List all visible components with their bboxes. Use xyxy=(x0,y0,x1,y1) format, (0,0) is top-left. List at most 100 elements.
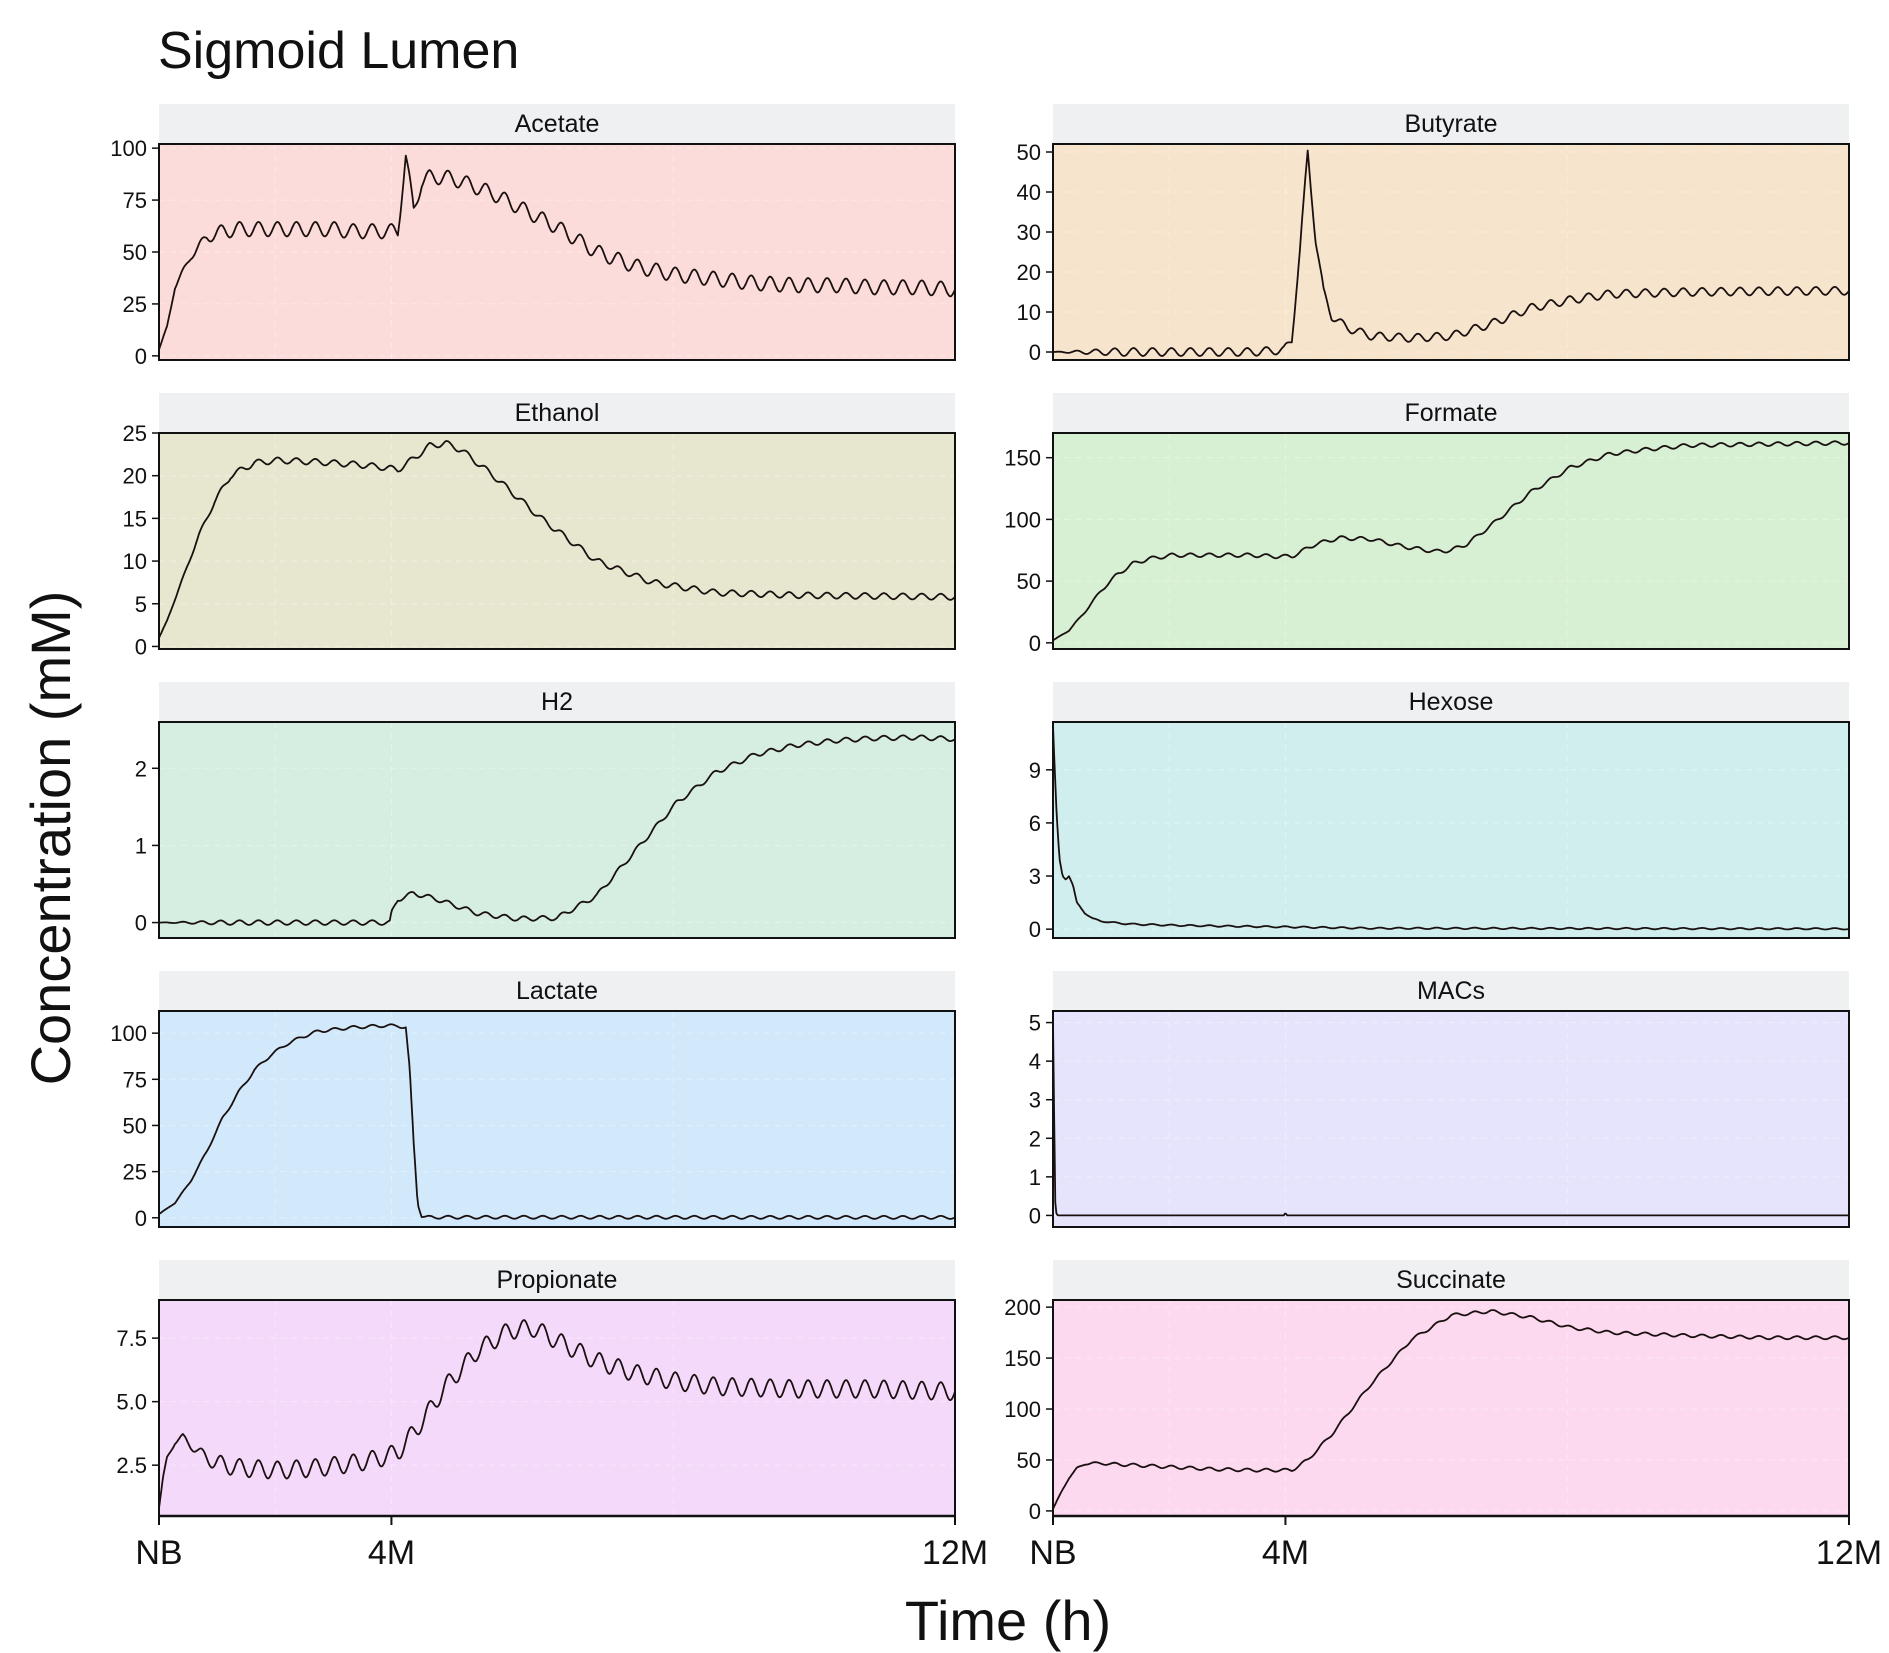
y-tick-label-lactate: 25 xyxy=(123,1160,147,1185)
y-tick-label-butyrate: 0 xyxy=(1029,340,1041,365)
panel-hexose: Hexose 0 3 6 9 xyxy=(1029,682,1850,942)
panel-macs: MACs 0 1 2 3 4 5 xyxy=(1029,971,1850,1228)
y-tick-label-hexose: 3 xyxy=(1029,864,1041,889)
panel-title-formate: Formate xyxy=(1404,399,1497,427)
y-tick-label-succinate: 100 xyxy=(1004,1397,1041,1422)
y-tick-label-ethanol: 20 xyxy=(123,464,147,489)
panel-title-lactate: Lactate xyxy=(516,977,598,1005)
series-line-h2 xyxy=(159,734,956,926)
panel-title-hexose: Hexose xyxy=(1409,688,1494,716)
strip-header-succinate xyxy=(1053,1260,1849,1299)
panel-butyrate: Butyrate 0 10 20 30 40 50 xyxy=(1017,104,1850,365)
panel-border-macs xyxy=(1052,1010,1850,1228)
panel-border-h2 xyxy=(158,721,956,939)
plot-area-h2 xyxy=(159,722,955,938)
panel-formate: Formate 0 50 100 150 xyxy=(1004,393,1850,656)
x-tick-label: 4M xyxy=(1262,1534,1309,1572)
y-tick-label-lactate: 75 xyxy=(123,1067,147,1092)
y-tick-label-succinate: 200 xyxy=(1004,1295,1041,1320)
y-tick-label-acetate: 50 xyxy=(123,240,147,265)
panel-border-formate xyxy=(1052,432,1850,650)
y-tick-label-butyrate: 30 xyxy=(1017,220,1041,245)
plot-area-ethanol xyxy=(159,433,955,649)
panel-ethanol: Ethanol 0 5 10 15 20 25 xyxy=(123,393,956,659)
y-tick-label-acetate: 25 xyxy=(123,292,147,317)
y-tick-label-butyrate: 20 xyxy=(1017,260,1041,285)
y-tick-label-ethanol: 5 xyxy=(135,592,147,617)
plot-area-lactate xyxy=(159,1011,955,1227)
panel-border-acetate xyxy=(158,143,956,361)
y-tick-label-h2: 2 xyxy=(135,756,147,781)
y-tick-label-macs: 0 xyxy=(1029,1203,1041,1228)
panel-title-propionate: Propionate xyxy=(497,1266,618,1294)
y-tick-label-butyrate: 40 xyxy=(1017,180,1041,205)
y-tick-label-lactate: 50 xyxy=(123,1113,147,1138)
y-tick-label-hexose: 0 xyxy=(1029,917,1041,942)
y-tick-label-macs: 4 xyxy=(1029,1049,1041,1074)
panel-border-hexose xyxy=(1052,721,1850,939)
y-tick-label-acetate: 0 xyxy=(135,344,147,369)
y-tick-label-succinate: 0 xyxy=(1029,1499,1041,1524)
x-axes-group: NB 4M 12M NB 4M 12M xyxy=(135,1514,1882,1572)
panel-border-lactate xyxy=(158,1010,956,1228)
x-tick-label: 4M xyxy=(368,1534,415,1572)
y-tick-label-macs: 1 xyxy=(1029,1165,1041,1190)
y-tick-label-lactate: 100 xyxy=(110,1021,147,1046)
plot-area-acetate xyxy=(159,144,955,360)
x-axis-title: Time (h) xyxy=(905,1589,1111,1652)
plot-area-formate xyxy=(1053,433,1849,649)
y-tick-label-butyrate: 50 xyxy=(1017,140,1041,165)
series-line-macs xyxy=(1052,1022,1849,1217)
panel-h2: H2 0 1 2 xyxy=(135,682,956,939)
y-tick-label-macs: 5 xyxy=(1029,1011,1041,1036)
series-line-hexose xyxy=(1052,725,1850,931)
y-tick-label-ethanol: 25 xyxy=(123,421,147,446)
y-tick-label-propionate: 2.5 xyxy=(116,1453,147,1478)
strip-header-lactate xyxy=(159,971,955,1010)
strip-header-ethanol xyxy=(159,393,955,432)
y-axis-title: Concentration (mM) xyxy=(19,591,82,1086)
panels-group: Acetate0255075100Butyrate01020304050Etha… xyxy=(110,104,1850,1524)
series-line-butyrate xyxy=(1053,149,1850,357)
plot-area-propionate xyxy=(159,1300,955,1516)
y-tick-label-propionate: 5.0 xyxy=(116,1390,147,1415)
panel-propionate: Propionate 2.5 5.0 7.5 xyxy=(116,1260,956,1517)
panel-border-butyrate xyxy=(1052,143,1850,361)
series-line-succinate xyxy=(1052,1309,1850,1510)
panel-title-butyrate: Butyrate xyxy=(1404,110,1497,138)
y-tick-label-macs: 2 xyxy=(1029,1126,1041,1151)
panel-title-ethanol: Ethanol xyxy=(515,399,600,427)
strip-header-propionate xyxy=(159,1260,955,1299)
strip-header-butyrate xyxy=(1053,104,1849,143)
panel-lactate: Lactate 0 25 50 75 100 xyxy=(110,971,956,1231)
panel-acetate: Acetate 0 25 50 75 100 xyxy=(110,104,956,369)
y-tick-label-acetate: 100 xyxy=(110,136,147,161)
strip-header-h2 xyxy=(159,682,955,721)
series-line-ethanol xyxy=(158,440,956,639)
y-tick-label-succinate: 150 xyxy=(1004,1346,1041,1371)
x-tick-label: 12M xyxy=(922,1534,988,1572)
y-tick-label-propionate: 7.5 xyxy=(116,1326,147,1351)
y-tick-label-succinate: 50 xyxy=(1017,1448,1041,1473)
y-tick-label-lactate: 0 xyxy=(135,1206,147,1231)
strip-header-macs xyxy=(1053,971,1849,1010)
panel-border-ethanol xyxy=(158,432,956,650)
y-tick-label-formate: 0 xyxy=(1029,631,1041,656)
y-tick-label-ethanol: 0 xyxy=(135,634,147,659)
x-tick-label: NB xyxy=(135,1534,182,1572)
y-tick-label-hexose: 9 xyxy=(1029,758,1041,783)
series-line-lactate xyxy=(158,1023,956,1220)
plot-area-hexose xyxy=(1053,722,1849,938)
y-tick-label-ethanol: 15 xyxy=(123,506,147,531)
panel-title-acetate: Acetate xyxy=(515,110,600,138)
y-tick-label-formate: 100 xyxy=(1004,507,1041,532)
series-line-acetate xyxy=(158,154,956,350)
plot-area-butyrate xyxy=(1053,144,1849,360)
y-tick-label-formate: 150 xyxy=(1004,446,1041,471)
panel-succinate: Succinate 0 50 100 150 200 xyxy=(1004,1260,1850,1524)
plot-area-succinate xyxy=(1053,1300,1849,1516)
y-tick-label-hexose: 6 xyxy=(1029,811,1041,836)
strip-header-hexose xyxy=(1053,682,1849,721)
series-line-propionate xyxy=(158,1319,956,1509)
